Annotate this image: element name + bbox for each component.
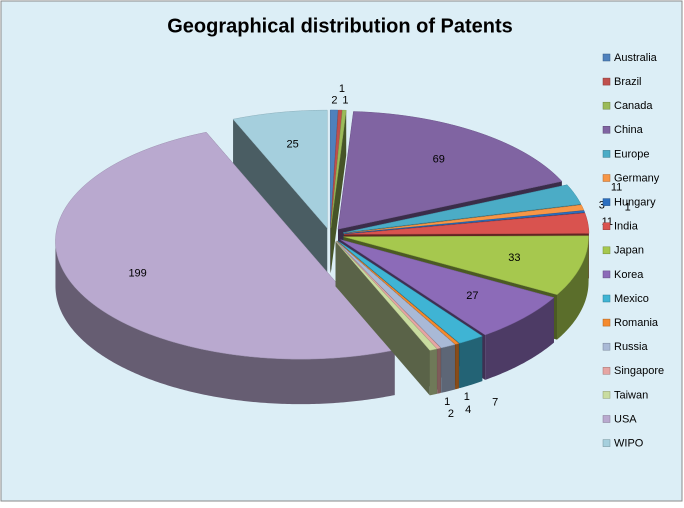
legend-swatch <box>602 101 611 110</box>
slice-wall <box>441 344 455 393</box>
slice <box>232 109 328 274</box>
slice-top <box>343 235 589 295</box>
slice-top <box>232 109 328 229</box>
slice-side <box>233 119 328 274</box>
data-label: 11 <box>611 181 622 193</box>
legend-swatch <box>602 294 611 303</box>
slice-wall <box>429 348 437 396</box>
chart-title: Geographical distribution of Patents <box>167 15 513 37</box>
slice-top <box>336 240 460 345</box>
legend-swatch <box>602 126 611 134</box>
slice-top <box>337 240 483 344</box>
legend-label: Brazil <box>614 76 642 88</box>
data-label: 25 <box>287 139 299 151</box>
data-label: 199 <box>128 268 146 280</box>
data-label: 69 <box>433 153 445 165</box>
legend-swatch <box>602 150 611 158</box>
legend-swatch <box>602 391 611 399</box>
legend-label: Australia <box>614 52 658 64</box>
slice-wall <box>485 297 554 380</box>
data-label: 2 <box>331 94 337 106</box>
slice <box>55 131 396 405</box>
legend-label: Hungary <box>614 197 656 209</box>
legend-label: WIPO <box>614 438 644 450</box>
slice-top <box>55 131 396 360</box>
slice-top <box>330 109 347 229</box>
slice-top <box>343 184 582 233</box>
legend-label: China <box>614 124 644 136</box>
slice <box>330 109 347 274</box>
slice-top <box>340 239 555 336</box>
slice-wall <box>459 336 483 389</box>
legend-swatch <box>602 246 611 255</box>
data-label: 1 <box>625 201 631 213</box>
legend-label: Japan <box>614 245 644 257</box>
legend-swatch <box>602 318 611 327</box>
legend-label: Taiwan <box>614 389 648 401</box>
legend-swatch <box>602 174 611 182</box>
legend-swatch <box>602 222 611 230</box>
data-label: 1 <box>444 396 450 408</box>
data-label: 1 <box>342 95 348 107</box>
slice-top <box>343 212 590 235</box>
slice-top <box>337 111 563 230</box>
data-label: 3 <box>599 199 605 211</box>
slice-side <box>335 241 430 396</box>
legend-label: India <box>614 221 639 233</box>
legend-label: Romania <box>614 317 659 329</box>
slice-wall <box>55 241 395 405</box>
legend-swatch <box>602 270 611 279</box>
legend-label: Korea <box>614 269 644 281</box>
slice-top <box>336 241 456 349</box>
legend-swatch <box>602 342 611 351</box>
data-label: 1 <box>339 83 345 95</box>
slice <box>335 241 438 396</box>
data-label: 11 <box>602 216 613 228</box>
slice-top <box>335 241 438 351</box>
slice-wall <box>455 343 459 390</box>
data-label: 27 <box>466 290 478 302</box>
legend-swatch <box>602 77 611 86</box>
data-label: 7 <box>492 397 498 409</box>
slice-wall <box>557 236 589 340</box>
legend-label: Canada <box>614 100 653 112</box>
legend-label: Mexico <box>614 293 649 305</box>
data-label: 2 <box>448 408 454 420</box>
legend-label: Singapore <box>614 365 664 377</box>
legend-label: Russia <box>614 341 649 353</box>
data-label: 33 <box>508 252 520 264</box>
legend-swatch <box>602 198 611 206</box>
slice-side <box>330 110 347 274</box>
legend-swatch <box>602 439 611 447</box>
slice-top <box>343 204 585 234</box>
legend-swatch <box>602 53 611 62</box>
slice-top <box>329 109 339 229</box>
legend-label: Europe <box>614 148 649 160</box>
legend-swatch <box>602 367 611 375</box>
legend-label: USA <box>614 413 637 425</box>
data-label: 4 <box>465 404 471 416</box>
data-label: 1 <box>464 391 470 403</box>
slice-top <box>343 210 586 234</box>
legend-swatch <box>602 415 611 423</box>
slice-top <box>335 241 442 350</box>
legend-label: Germany <box>614 172 660 184</box>
slice-wall <box>437 348 441 394</box>
